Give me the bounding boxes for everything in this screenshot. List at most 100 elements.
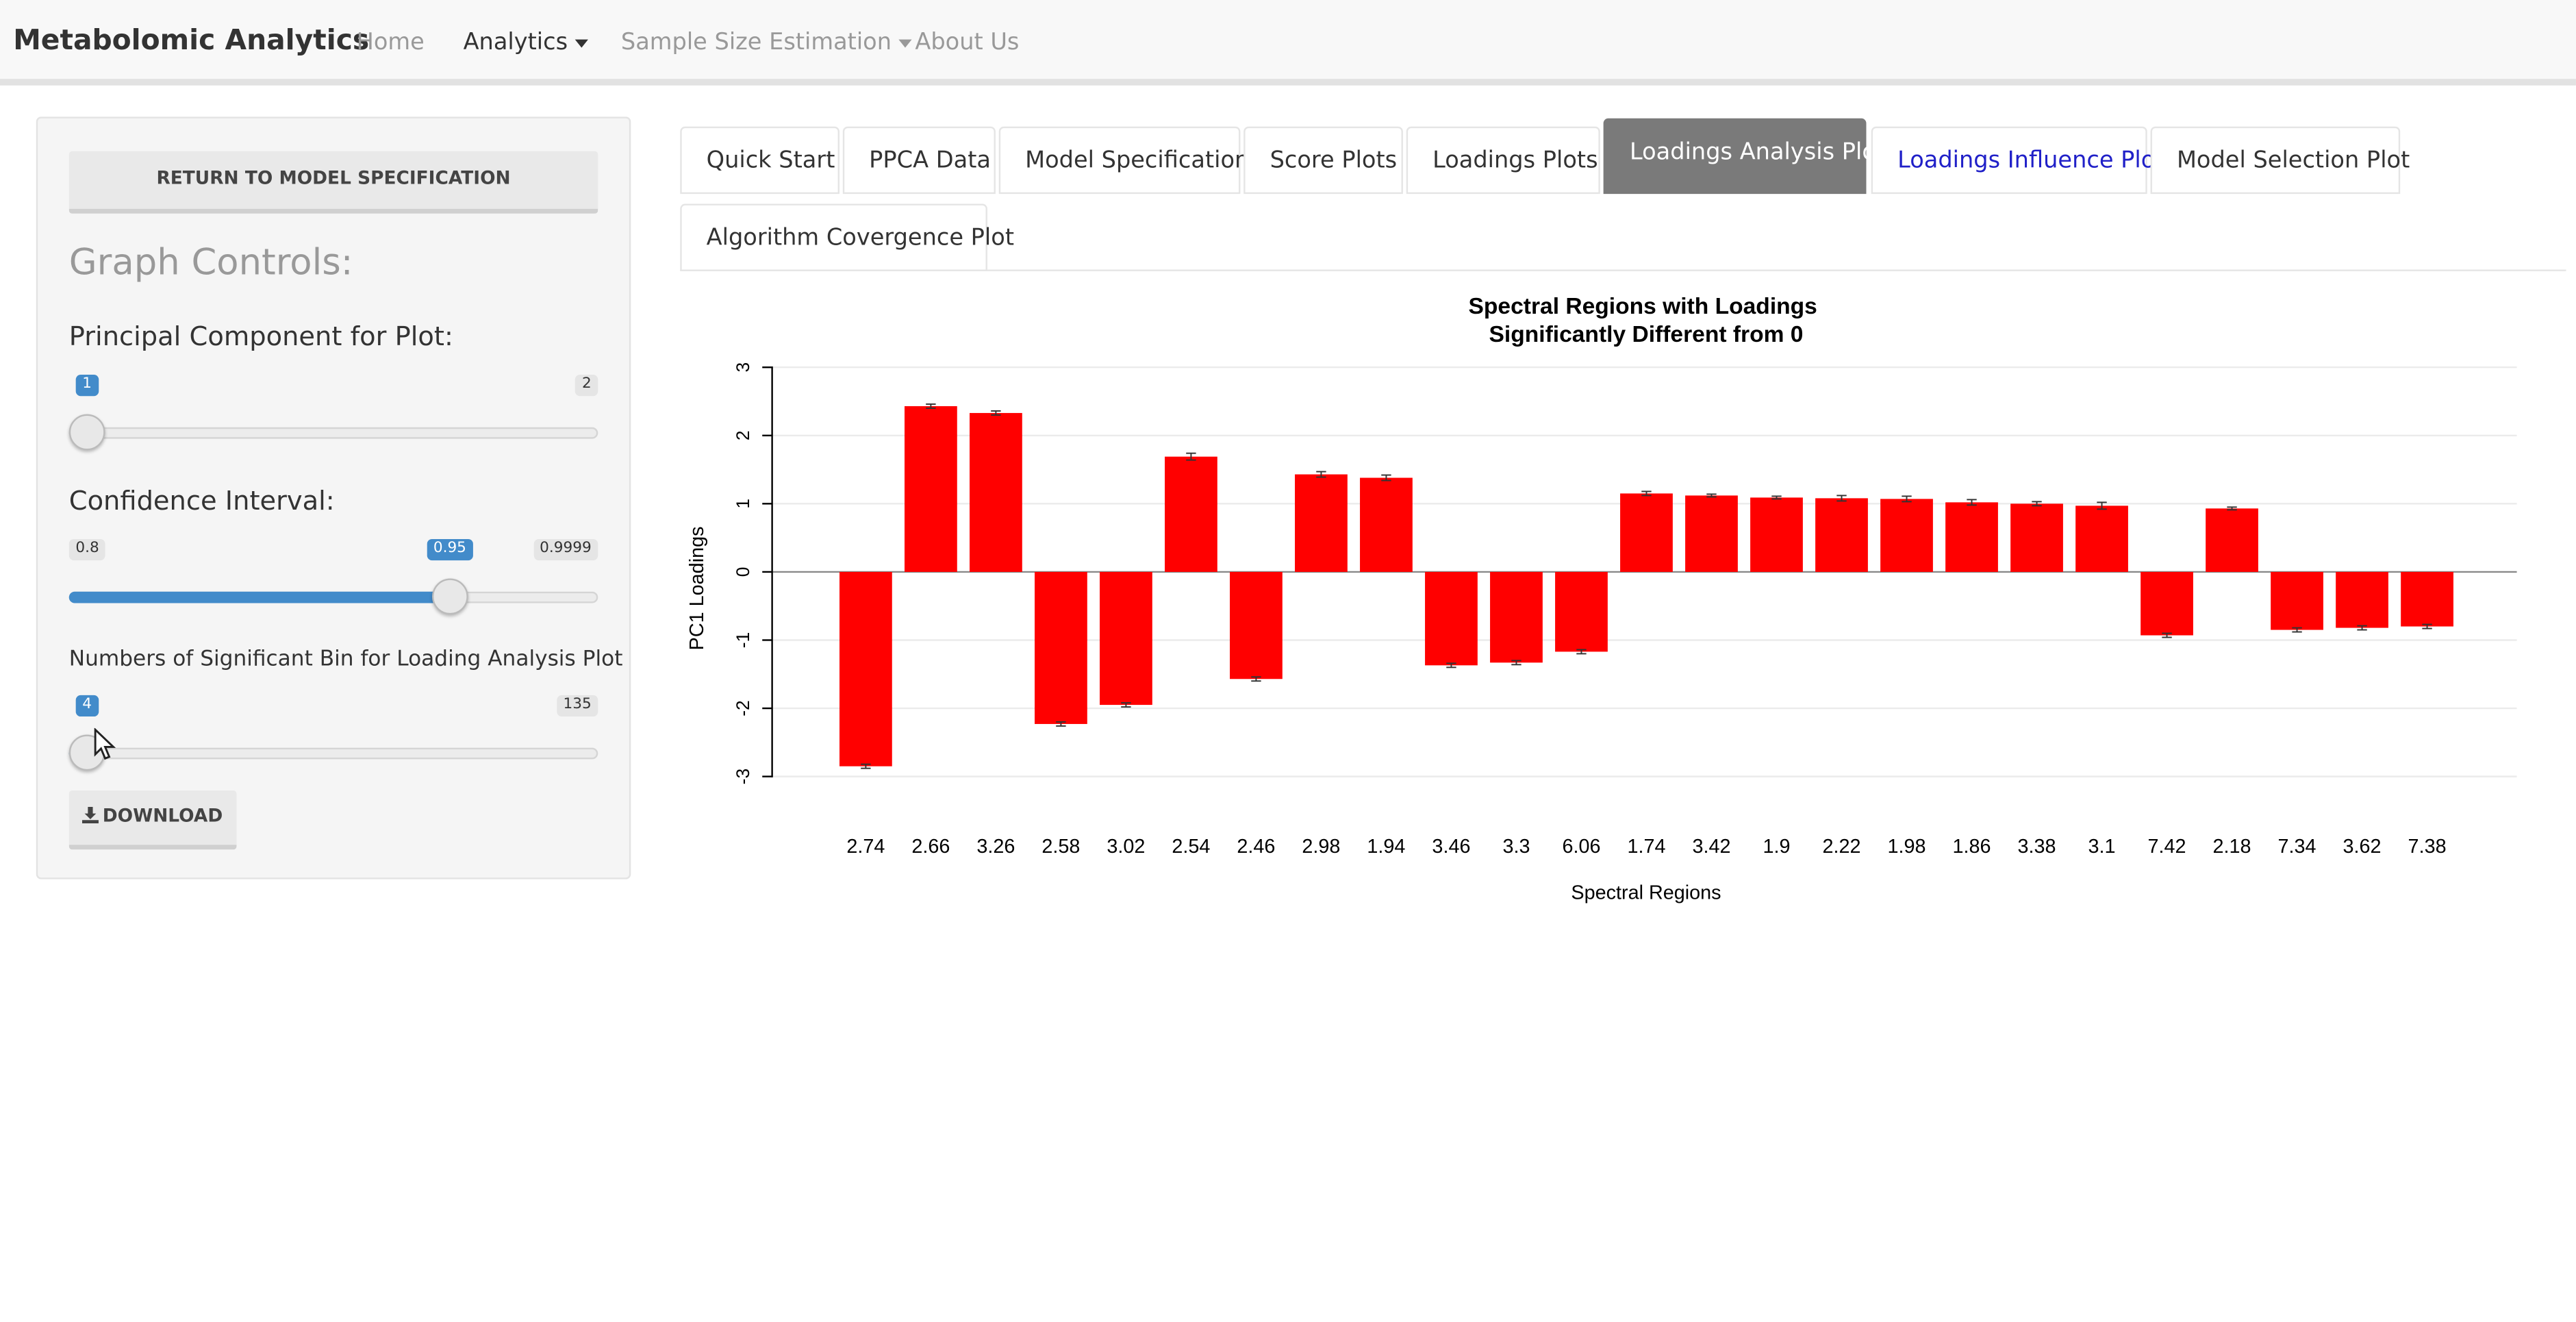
slider-value-label: 4 (75, 695, 99, 717)
x-tick-label: 2.98 (1302, 836, 1340, 858)
bar (904, 406, 957, 572)
slider-max-label: 2 (575, 375, 598, 397)
nav-analytics[interactable]: Analytics (463, 29, 588, 56)
x-tick-label: 1.98 (1887, 836, 1925, 858)
tab-model-selection-plot[interactable]: Model Selection Plot (2150, 126, 2410, 195)
slider-max-label: 135 (556, 695, 598, 717)
y-tick-label: 3 (733, 362, 753, 373)
ci-slider[interactable]: 0.8 0.9999 0.95 (68, 538, 598, 621)
download-button[interactable]: DOWNLOAD (68, 790, 237, 850)
slider-handle[interactable] (68, 414, 105, 451)
download-label: DOWNLOAD (102, 805, 223, 827)
slider-max-label: 0.9999 (533, 538, 598, 561)
nav-home[interactable]: Home (356, 29, 425, 56)
x-tick-label: 3.38 (2018, 836, 2056, 858)
tab-loadings-analysis-plot[interactable]: Loadings Analysis Plot (1603, 118, 1885, 195)
x-tick-label: 7.38 (2408, 836, 2447, 858)
bar (1880, 499, 1933, 572)
x-tick-label: 2.18 (2213, 836, 2251, 858)
x-tick-label: 3.42 (1692, 836, 1730, 858)
bar (1295, 474, 1348, 572)
x-tick-label: 3.26 (976, 836, 1015, 858)
mouse-pointer-icon (94, 727, 116, 760)
brand-title[interactable]: Metabolomic Analytics (13, 24, 370, 58)
bar (1165, 456, 1217, 572)
sidebar-panel: RETURN TO MODEL SPECIFICATION Graph Cont… (36, 116, 631, 880)
download-icon (82, 807, 99, 823)
x-tick-label: 3.3 (1502, 836, 1530, 858)
bar (2075, 506, 2128, 572)
x-tick-label: 2.22 (1822, 836, 1860, 858)
nav-sample-size-label: Sample Size Estimation (620, 29, 892, 56)
tab-divider (680, 269, 2566, 271)
nav-about[interactable]: About Us (915, 29, 1020, 56)
x-tick-label: 2.66 (911, 836, 950, 858)
bar (1620, 493, 1673, 572)
x-tick-label: 1.9 (1763, 836, 1790, 858)
chart-title-line2: Significantly Different from 0 (1489, 322, 1804, 347)
nav-sample-size[interactable]: Sample Size Estimation (620, 29, 911, 56)
bar (2010, 503, 2063, 572)
tab-model-specification[interactable]: Model Specification (998, 126, 1249, 195)
x-tick-label: 2.46 (1237, 836, 1275, 858)
bar (1750, 497, 1803, 572)
y-tick-label: 0 (733, 567, 753, 577)
slider-value-label: 1 (75, 375, 99, 397)
pc-slider[interactable]: 1 2 1 (68, 375, 598, 457)
x-tick-label: 1.86 (1953, 836, 1991, 858)
tab-algorithm-convergence-plot[interactable]: Algorithm Covergence Plot (680, 203, 1014, 271)
bar (1230, 571, 1283, 679)
caret-down-icon (898, 38, 911, 47)
nav-analytics-label: Analytics (463, 29, 568, 56)
x-tick-label: 3.46 (1432, 836, 1470, 858)
tab-ppca-data[interactable]: PPCA Data (842, 126, 996, 195)
bar (2271, 571, 2323, 630)
bar (2206, 508, 2258, 572)
slider-value-label: 0.95 (427, 538, 473, 561)
bar (1035, 571, 1087, 724)
y-tick-label: 1 (733, 499, 753, 509)
tab-loadings-plots[interactable]: Loadings Plots (1406, 126, 1600, 195)
bins-slider[interactable]: 4 135 4 (68, 695, 598, 777)
x-tick-label: 2.74 (846, 836, 885, 858)
bar (970, 412, 1022, 572)
x-tick-label: 2.58 (1041, 836, 1080, 858)
bar (1100, 571, 1152, 706)
bar (2401, 571, 2453, 627)
x-axis-title: Spectral Regions (1571, 882, 1721, 903)
x-tick-label: 3.02 (1107, 836, 1145, 858)
x-tick-label: 3.62 (2343, 836, 2382, 858)
bar (1360, 477, 1413, 572)
caret-down-icon (574, 38, 588, 47)
ci-slider-label: Confidence Interval: (68, 484, 335, 516)
y-tick-label: -2 (733, 700, 753, 716)
bar (1685, 495, 1738, 572)
navbar: Metabolomic Analytics Home Analytics Sam… (0, 0, 2576, 86)
y-tick-label: -3 (733, 769, 753, 784)
x-tick-label: 1.74 (1627, 836, 1665, 858)
slider-min-label: 0.8 (68, 538, 106, 561)
tab-quick-start[interactable]: Quick Start (680, 126, 839, 195)
bar (1945, 502, 1998, 572)
x-tick-label: 1.94 (1367, 836, 1405, 858)
return-to-model-button[interactable]: RETURN TO MODEL SPECIFICATION (68, 151, 598, 214)
y-tick-label: 2 (733, 430, 753, 440)
x-tick-label: 3.1 (2088, 836, 2116, 858)
bar (1815, 498, 1868, 572)
y-axis-title: PC1 Loadings (686, 527, 708, 651)
slider-handle[interactable] (431, 578, 468, 615)
pc-slider-label: Principal Component for Plot: (68, 320, 453, 352)
x-tick-label: 6.06 (1562, 836, 1600, 858)
bar (2336, 571, 2388, 628)
bar (1490, 571, 1543, 663)
chart-title-line1: Spectral Regions with Loadings (1469, 294, 1817, 319)
bar (1425, 571, 1478, 666)
bar (1555, 571, 1608, 652)
x-tick-label: 7.42 (2148, 836, 2186, 858)
tab-score-plots[interactable]: Score Plots (1243, 126, 1403, 195)
bins-slider-label: Numbers of Significant Bin for Loading A… (68, 647, 623, 673)
tab-loadings-influence-plot[interactable]: Loadings Influence Plot (1871, 126, 2164, 195)
graph-controls-heading: Graph Controls: (68, 243, 353, 285)
